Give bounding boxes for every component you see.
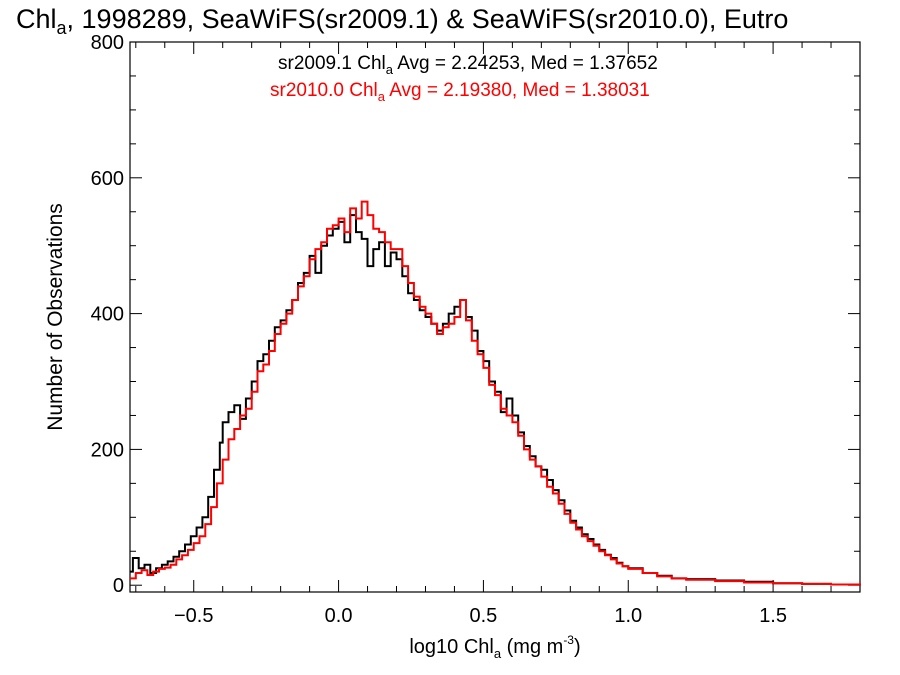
x-tick-label: 1.0 (614, 605, 642, 627)
series-annotation-sr2009: sr2009.1 Chla Avg = 2.24253, Med = 1.376… (278, 53, 658, 77)
y-tick-label: 200 (91, 439, 124, 461)
x-tick-label: 1.5 (759, 605, 787, 627)
x-axis-label: log10 Chla (mg m-3) (409, 633, 580, 661)
x-tick-label: 0.5 (470, 605, 498, 627)
y-axis-label: Number of Observations (44, 203, 67, 431)
y-tick-label: 800 (91, 32, 124, 54)
y-tick-label: 0 (113, 575, 124, 597)
y-tick-label: 400 (91, 304, 124, 326)
plot-frame (129, 41, 861, 593)
series-annotation-sr2010: sr2010.0 Chla Avg = 2.19380, Med = 1.380… (270, 80, 650, 104)
x-tick-label: −0.5 (174, 605, 213, 627)
series-line-sr2009.1 (130, 214, 861, 586)
axis-ticks: −0.5 0.0 0.5 1.0 1.5 0 200 400 600 800 (91, 32, 861, 627)
chart-title: Chla, 1998289, SeaWiFS(sr2009.1) & SeaWi… (16, 4, 788, 38)
series-line-sr2010.0 (130, 200, 861, 586)
series-lines (130, 200, 861, 586)
x-tick-label: 0.0 (325, 605, 353, 627)
y-tick-label: 600 (91, 168, 124, 190)
